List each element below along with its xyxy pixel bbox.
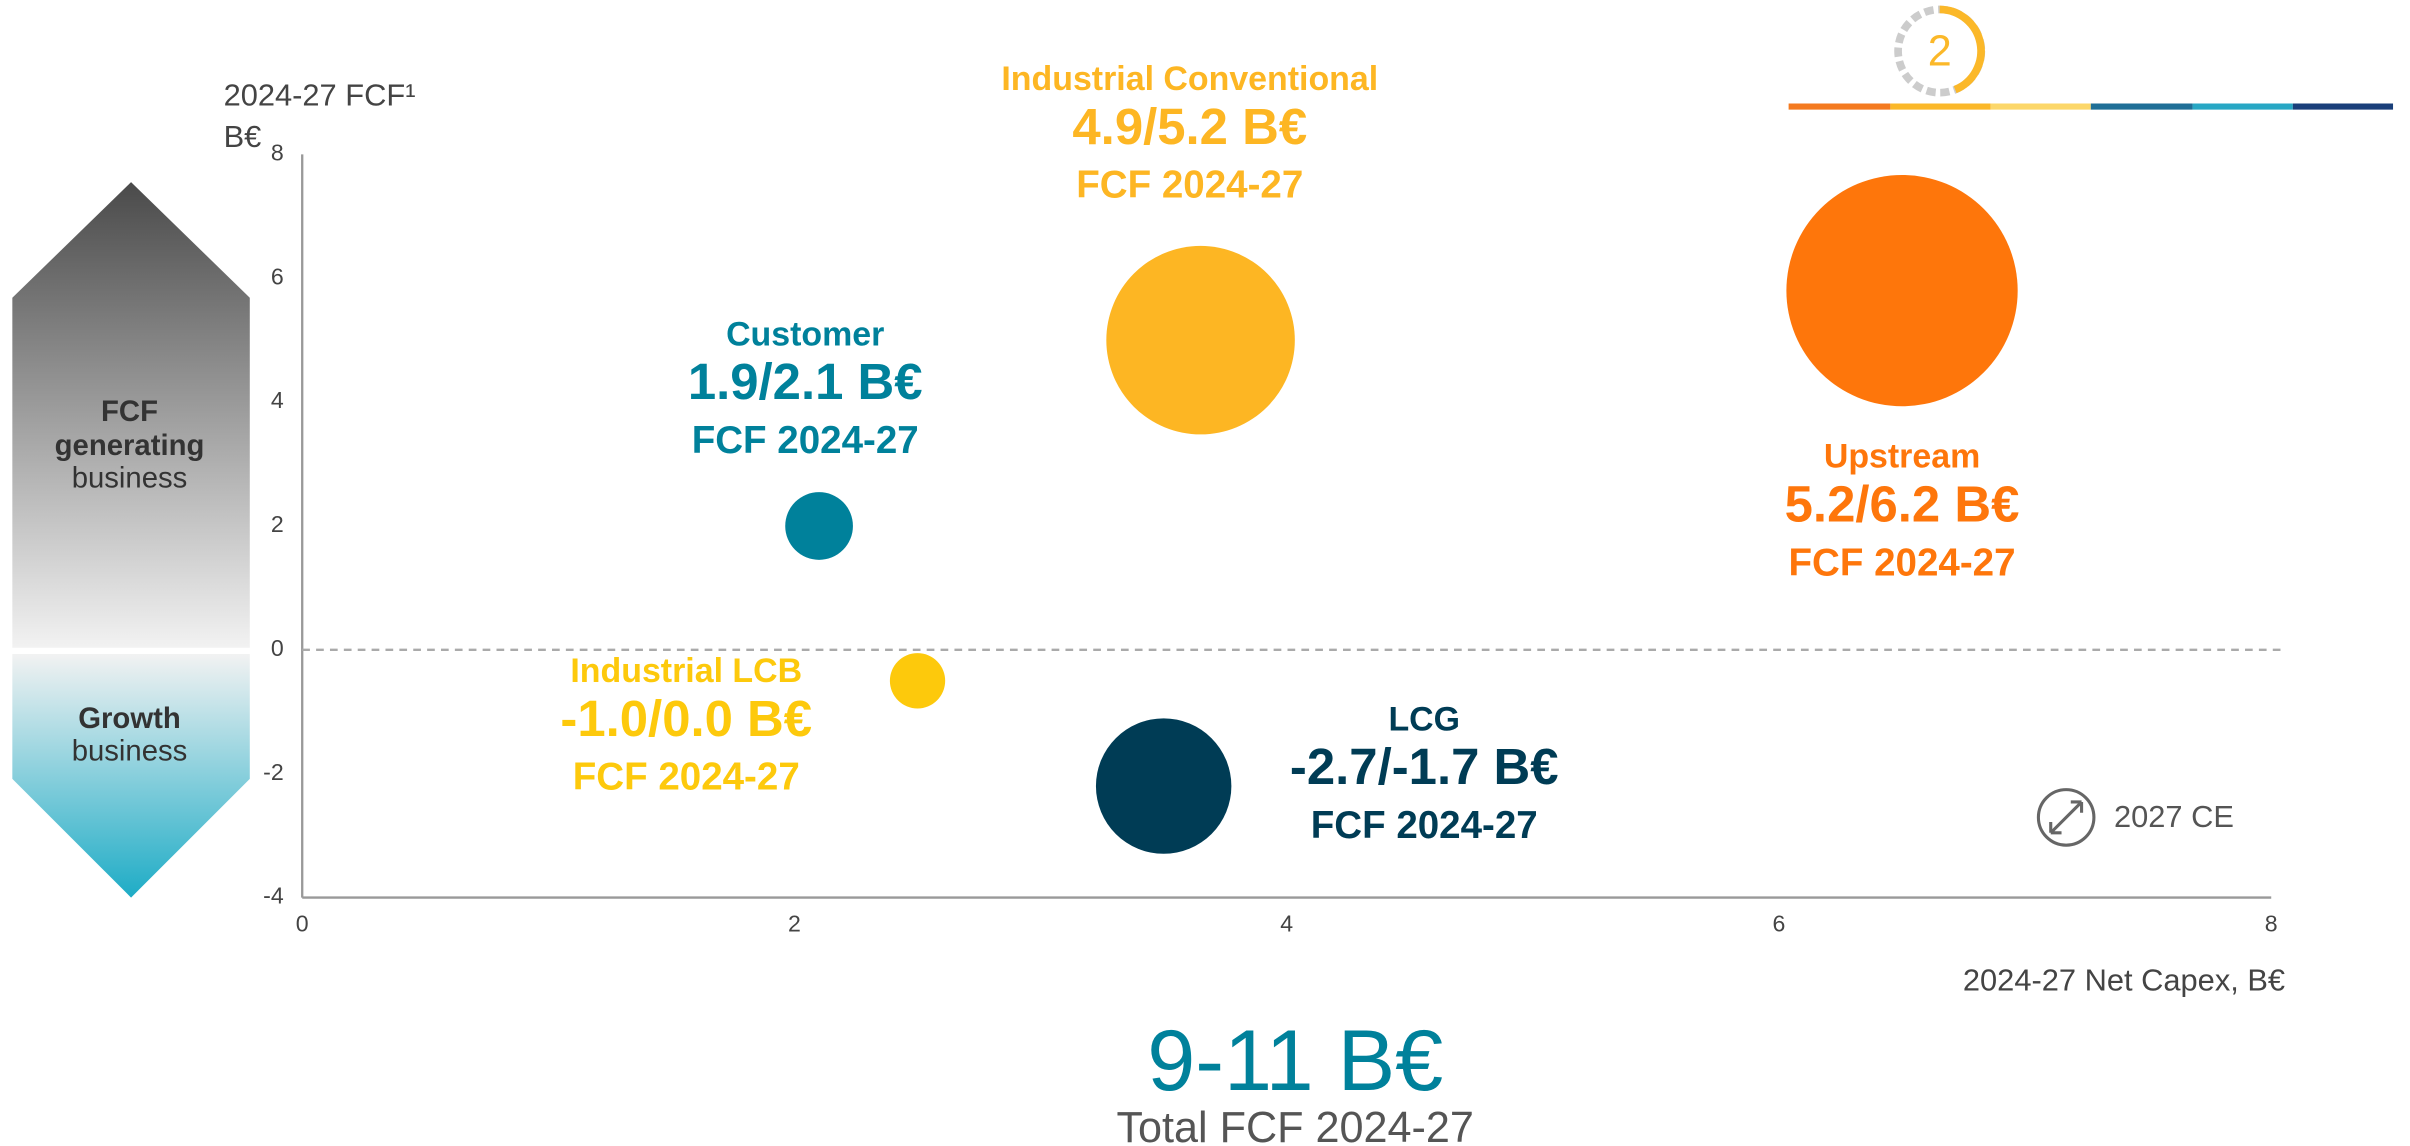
bubble-sublabel: FCF 2024-27 — [1076, 164, 1303, 207]
arrow-up — [12, 182, 250, 648]
x-tick-label: 8 — [2265, 910, 2278, 936]
total-label: Total FCF 2024-27 — [1116, 1104, 1473, 1146]
y-tick-label: 6 — [271, 263, 284, 289]
page-badge-arc — [1939, 5, 1985, 94]
y-tick-label: 8 — [271, 139, 284, 165]
bubble-value: 5.2/6.2 B€ — [1785, 475, 2020, 532]
bubble-sublabel: FCF 2024-27 — [1789, 541, 2016, 584]
bubble-sublabel: FCF 2024-27 — [692, 419, 919, 462]
legend-icon — [2036, 788, 2096, 847]
arrow-label: business — [72, 734, 188, 767]
legend-icon-arrow — [2049, 800, 2084, 835]
bubble-sublabel: FCF 2024-27 — [573, 756, 800, 799]
arrow-label: business — [72, 461, 188, 494]
x-axis-label: 2024-27 Net Capex, B€ — [1963, 963, 2285, 998]
y-tick-label: 4 — [271, 387, 284, 413]
bubble-value: -1.0/0.0 B€ — [560, 690, 812, 747]
y-axis-label: 2024-27 FCF¹ — [224, 77, 416, 112]
bubble-name: Upstream — [1824, 438, 1980, 476]
bubble-name: Customer — [726, 315, 884, 353]
y-tick-label: 0 — [271, 635, 284, 661]
bubble-name: Industrial Conventional — [1001, 60, 1378, 98]
legend-label: 2027 CE — [2114, 799, 2234, 834]
x-tick-label: 2 — [788, 910, 801, 936]
bubble-value: -2.7/-1.7 B€ — [1290, 738, 1559, 795]
y-tick-label: -2 — [263, 759, 284, 785]
y-tick-label: -4 — [263, 883, 284, 909]
arrow-down — [12, 653, 250, 898]
bubble-sublabel: FCF 2024-27 — [1311, 804, 1538, 847]
bubble — [785, 492, 853, 560]
bubble-name: LCG — [1388, 700, 1460, 738]
y-tick-label: 2 — [271, 511, 284, 537]
bubble-value: 4.9/5.2 B€ — [1072, 98, 1307, 155]
x-tick-label: 4 — [1280, 910, 1293, 936]
bubble-name: Industrial LCB — [570, 652, 802, 690]
bubble — [1095, 718, 1232, 854]
x-tick-label: 0 — [296, 910, 309, 936]
total-value: 9-11 B€ — [1147, 1013, 1443, 1109]
x-tick-label: 6 — [1773, 910, 1786, 936]
y-axis-unit: B€ — [224, 119, 262, 154]
page-number: 2 — [1928, 28, 1952, 76]
bubble — [889, 653, 946, 709]
arrow-label: FCF — [101, 395, 158, 428]
arrow-label: Growth — [78, 702, 180, 735]
bubble — [1106, 245, 1295, 435]
arrow-label: generating — [55, 429, 205, 462]
bubble — [1786, 174, 2018, 407]
bubble-value: 1.9/2.1 B€ — [688, 353, 923, 410]
